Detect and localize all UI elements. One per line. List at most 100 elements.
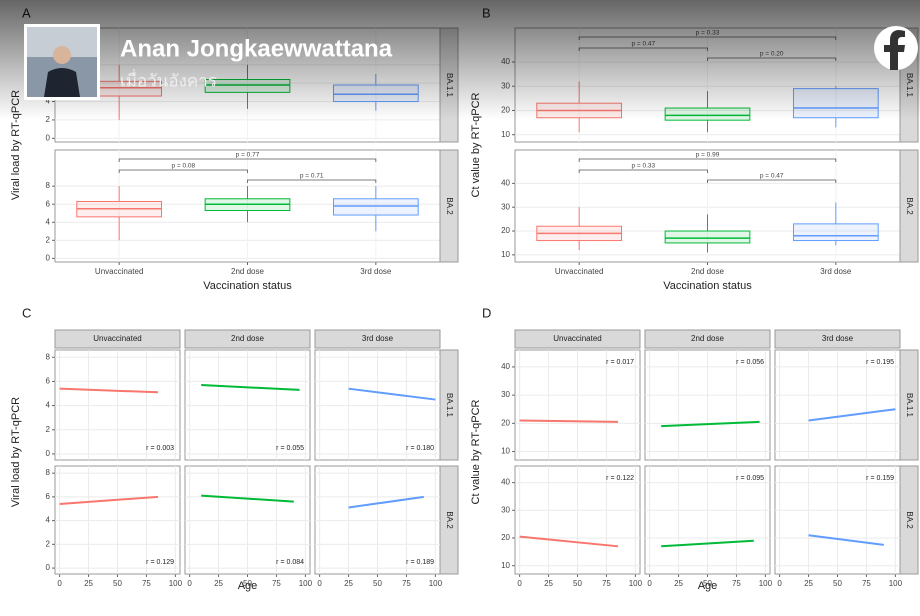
y-tick-label: 20: [501, 533, 510, 542]
facet-label: 2nd dose: [231, 334, 264, 343]
x-tick-label: 75: [862, 579, 871, 588]
facet-strip: [54, 329, 181, 349]
y-tick-label: 6: [46, 199, 51, 208]
facebook-logo[interactable]: [874, 26, 918, 70]
facet-strip: [314, 329, 441, 349]
x-tick-label: 25: [214, 579, 223, 588]
y-tick-label: 40: [501, 178, 510, 187]
post-header: Anan Jongkaewwattana เมื่อวันอังคาร: [0, 0, 920, 120]
y-tick-label: 2: [46, 235, 51, 244]
y-tick-label: 30: [501, 202, 510, 211]
x-tick-label: 100: [629, 579, 643, 588]
comparison-bracket: [118, 169, 248, 173]
y-tick-label: 8: [46, 181, 51, 190]
panel-label: C: [22, 305, 31, 320]
avatar[interactable]: [24, 24, 100, 100]
r-label: r = 0.129: [146, 559, 174, 566]
x-tick-label: 25: [674, 579, 683, 588]
p-value: p = 0.77: [236, 152, 260, 159]
comparison-bracket: [707, 179, 837, 183]
header-shade: [0, 0, 920, 120]
comparison-bracket: [578, 158, 837, 162]
facet-label: 2nd dose: [691, 334, 724, 343]
facet-strip: [774, 329, 901, 349]
r-label: r = 0.122: [606, 475, 634, 482]
y-tick-label: 20: [501, 226, 510, 235]
x-tick-label: 0: [187, 579, 192, 588]
r-label: r = 0.159: [866, 475, 894, 482]
x-tick-label: 25: [84, 579, 93, 588]
facet-label: BA.2: [445, 197, 454, 215]
x-axis-title: Vaccination status: [203, 280, 292, 292]
fit-line: [808, 534, 884, 546]
x-tick-label: 2nd dose: [231, 267, 264, 276]
y-tick-label: 30: [501, 390, 510, 399]
x-tick-label: 0: [57, 579, 62, 588]
y-tick-label: 40: [501, 478, 510, 487]
r-label: r = 0.017: [606, 359, 634, 366]
x-tick-label: 75: [272, 579, 281, 588]
x-tick-label: 50: [373, 579, 382, 588]
x-tick-label: 75: [402, 579, 411, 588]
p-value: p = 0.33: [631, 163, 655, 170]
box: [792, 223, 879, 242]
y-tick-label: 10: [501, 250, 510, 259]
y-tick-label: 6: [46, 492, 51, 501]
fit-line: [201, 494, 294, 503]
y-tick-label: 0: [46, 563, 51, 572]
p-value: p = 0.71: [300, 173, 324, 180]
facet-label: BA.2: [905, 511, 914, 529]
x-tick-label: Unvaccinated: [555, 267, 603, 276]
facet-label: BA.2: [905, 197, 914, 215]
y-tick-label: 4: [46, 217, 51, 226]
facet-label: BA.1.1: [905, 393, 914, 418]
y-tick-label: 2: [46, 425, 51, 434]
fit-line: [519, 535, 619, 548]
author-name[interactable]: Anan Jongkaewwattana: [120, 35, 393, 62]
y-tick-label: 0: [46, 253, 51, 262]
comparison-bracket: [578, 169, 708, 173]
y-tick-label: 10: [501, 130, 510, 139]
y-tick-label: 20: [501, 418, 510, 427]
x-tick-label: 100: [169, 579, 183, 588]
x-tick-label: 0: [777, 579, 782, 588]
box: [664, 230, 751, 244]
r-label: r = 0.189: [406, 559, 434, 566]
avatar-head: [53, 46, 71, 64]
p-value: p = 0.08: [171, 163, 195, 170]
x-tick-label: 50: [243, 579, 252, 588]
x-tick-label: 0: [517, 579, 522, 588]
x-tick-label: 2nd dose: [691, 267, 724, 276]
x-tick-label: Unvaccinated: [95, 267, 143, 276]
p-value: p = 0.47: [760, 173, 784, 180]
r-label: r = 0.084: [276, 559, 304, 566]
fit-line: [661, 420, 760, 428]
x-tick-label: 100: [429, 579, 443, 588]
y-tick-label: 4: [46, 401, 51, 410]
x-tick-label: 100: [759, 579, 773, 588]
facet-strip: [514, 329, 641, 349]
x-tick-label: 25: [344, 579, 353, 588]
y-tick-label: 4: [46, 516, 51, 525]
post-time[interactable]: เมื่อวันอังคาร: [120, 68, 217, 90]
panel-label: D: [482, 305, 491, 320]
x-tick-label: 75: [602, 579, 611, 588]
comparison-bracket: [118, 158, 377, 162]
r-label: r = 0.055: [276, 445, 304, 452]
facet-label: 3rd dose: [362, 334, 394, 343]
y-tick-label: 8: [46, 352, 51, 361]
x-axis-title: Vaccination status: [663, 280, 752, 292]
r-label: r = 0.003: [146, 445, 174, 452]
x-tick-label: 25: [544, 579, 553, 588]
fit-line: [519, 419, 619, 423]
y-tick-label: 6: [46, 377, 51, 386]
fit-line: [348, 495, 424, 509]
x-axis-title: Age: [238, 580, 258, 592]
fit-line: [201, 384, 300, 391]
x-tick-label: 0: [317, 579, 322, 588]
y-axis-title: Viral load by RT-qPCR: [10, 397, 22, 507]
x-tick-label: 100: [889, 579, 903, 588]
fit-line: [808, 408, 896, 422]
facet-strip: [899, 149, 919, 263]
